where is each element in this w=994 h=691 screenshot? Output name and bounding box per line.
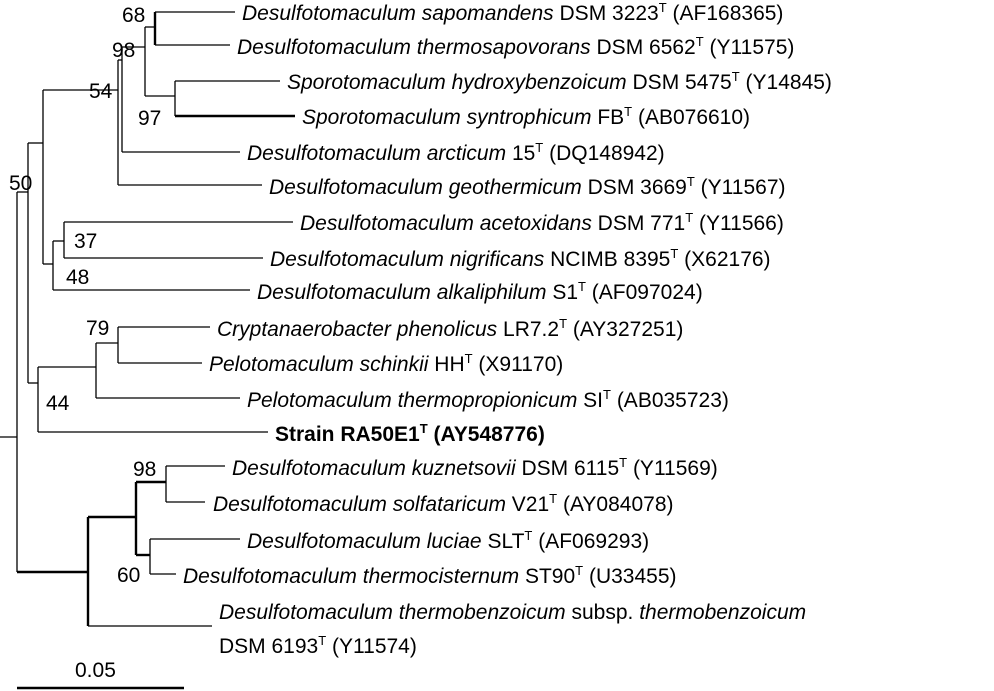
taxon-label-highlighted: Strain RA50E1T (AY548776) [275,421,545,446]
taxon-label: Sporotomaculum syntrophicum FBT (AB07661… [302,104,750,129]
taxon-label: Desulfotomaculum geothermicum DSM 3669T … [269,174,786,199]
taxon-label: Desulfotomaculum thermobenzoicum subsp. … [219,601,806,624]
bootstrap-value: 44 [46,392,70,415]
scale-bar-label: 0.05 [75,659,116,682]
bootstrap-value: 98 [133,458,156,481]
bootstrap-values: 68 98 97 54 50 37 48 79 44 98 60 [9,4,161,587]
bootstrap-value: 60 [117,564,140,587]
taxon-label: Desulfotomaculum thermosapovorans DSM 65… [237,34,794,59]
taxon-label: Pelotomaculum thermopropionicum SIT (AB0… [247,387,729,412]
taxon-label: Desulfotomaculum sapomandens DSM 3223T (… [242,0,783,25]
bootstrap-value: 68 [122,4,145,27]
taxon-label: Desulfotomaculum kuznetsovii DSM 6115T (… [232,455,718,480]
bootstrap-value: 79 [86,317,109,340]
tree-branches [0,11,295,627]
bootstrap-value: 54 [89,80,113,103]
taxon-label: Desulfotomaculum thermocisternum ST90T (… [183,563,677,588]
bootstrap-value: 98 [112,39,135,62]
taxon-label: Desulfotomaculum nigrificans NCIMB 8395T… [270,246,771,271]
taxon-label: Desulfotomaculum arcticum 15T (DQ148942) [247,140,665,165]
taxon-label: Desulfotomaculum solfataricum V21T (AY08… [213,491,674,516]
bootstrap-value: 50 [9,172,32,195]
bootstrap-value: 37 [74,230,97,253]
taxon-label: Pelotomaculum schinkii HHT (X91170) [209,351,563,376]
taxon-label: Cryptanaerobacter phenolicus LR7.2T (AY3… [217,316,683,341]
bootstrap-value: 97 [138,107,161,130]
taxon-label-continuation: DSM 6193T (Y11574) [219,633,417,658]
taxon-label: Sporotomaculum hydroxybenzoicum DSM 5475… [287,69,832,94]
taxon-label: Desulfotomaculum luciae SLTT (AF069293) [247,528,649,553]
scale-bar: 0.05 [17,659,184,690]
taxon-labels: Desulfotomaculum sapomandens DSM 3223T (… [183,0,832,658]
taxon-label: Desulfotomaculum acetoxidans DSM 771T (Y… [300,210,784,235]
bootstrap-value: 48 [66,266,89,289]
taxon-label: Desulfotomaculum alkaliphilum S1T (AF097… [257,279,703,304]
